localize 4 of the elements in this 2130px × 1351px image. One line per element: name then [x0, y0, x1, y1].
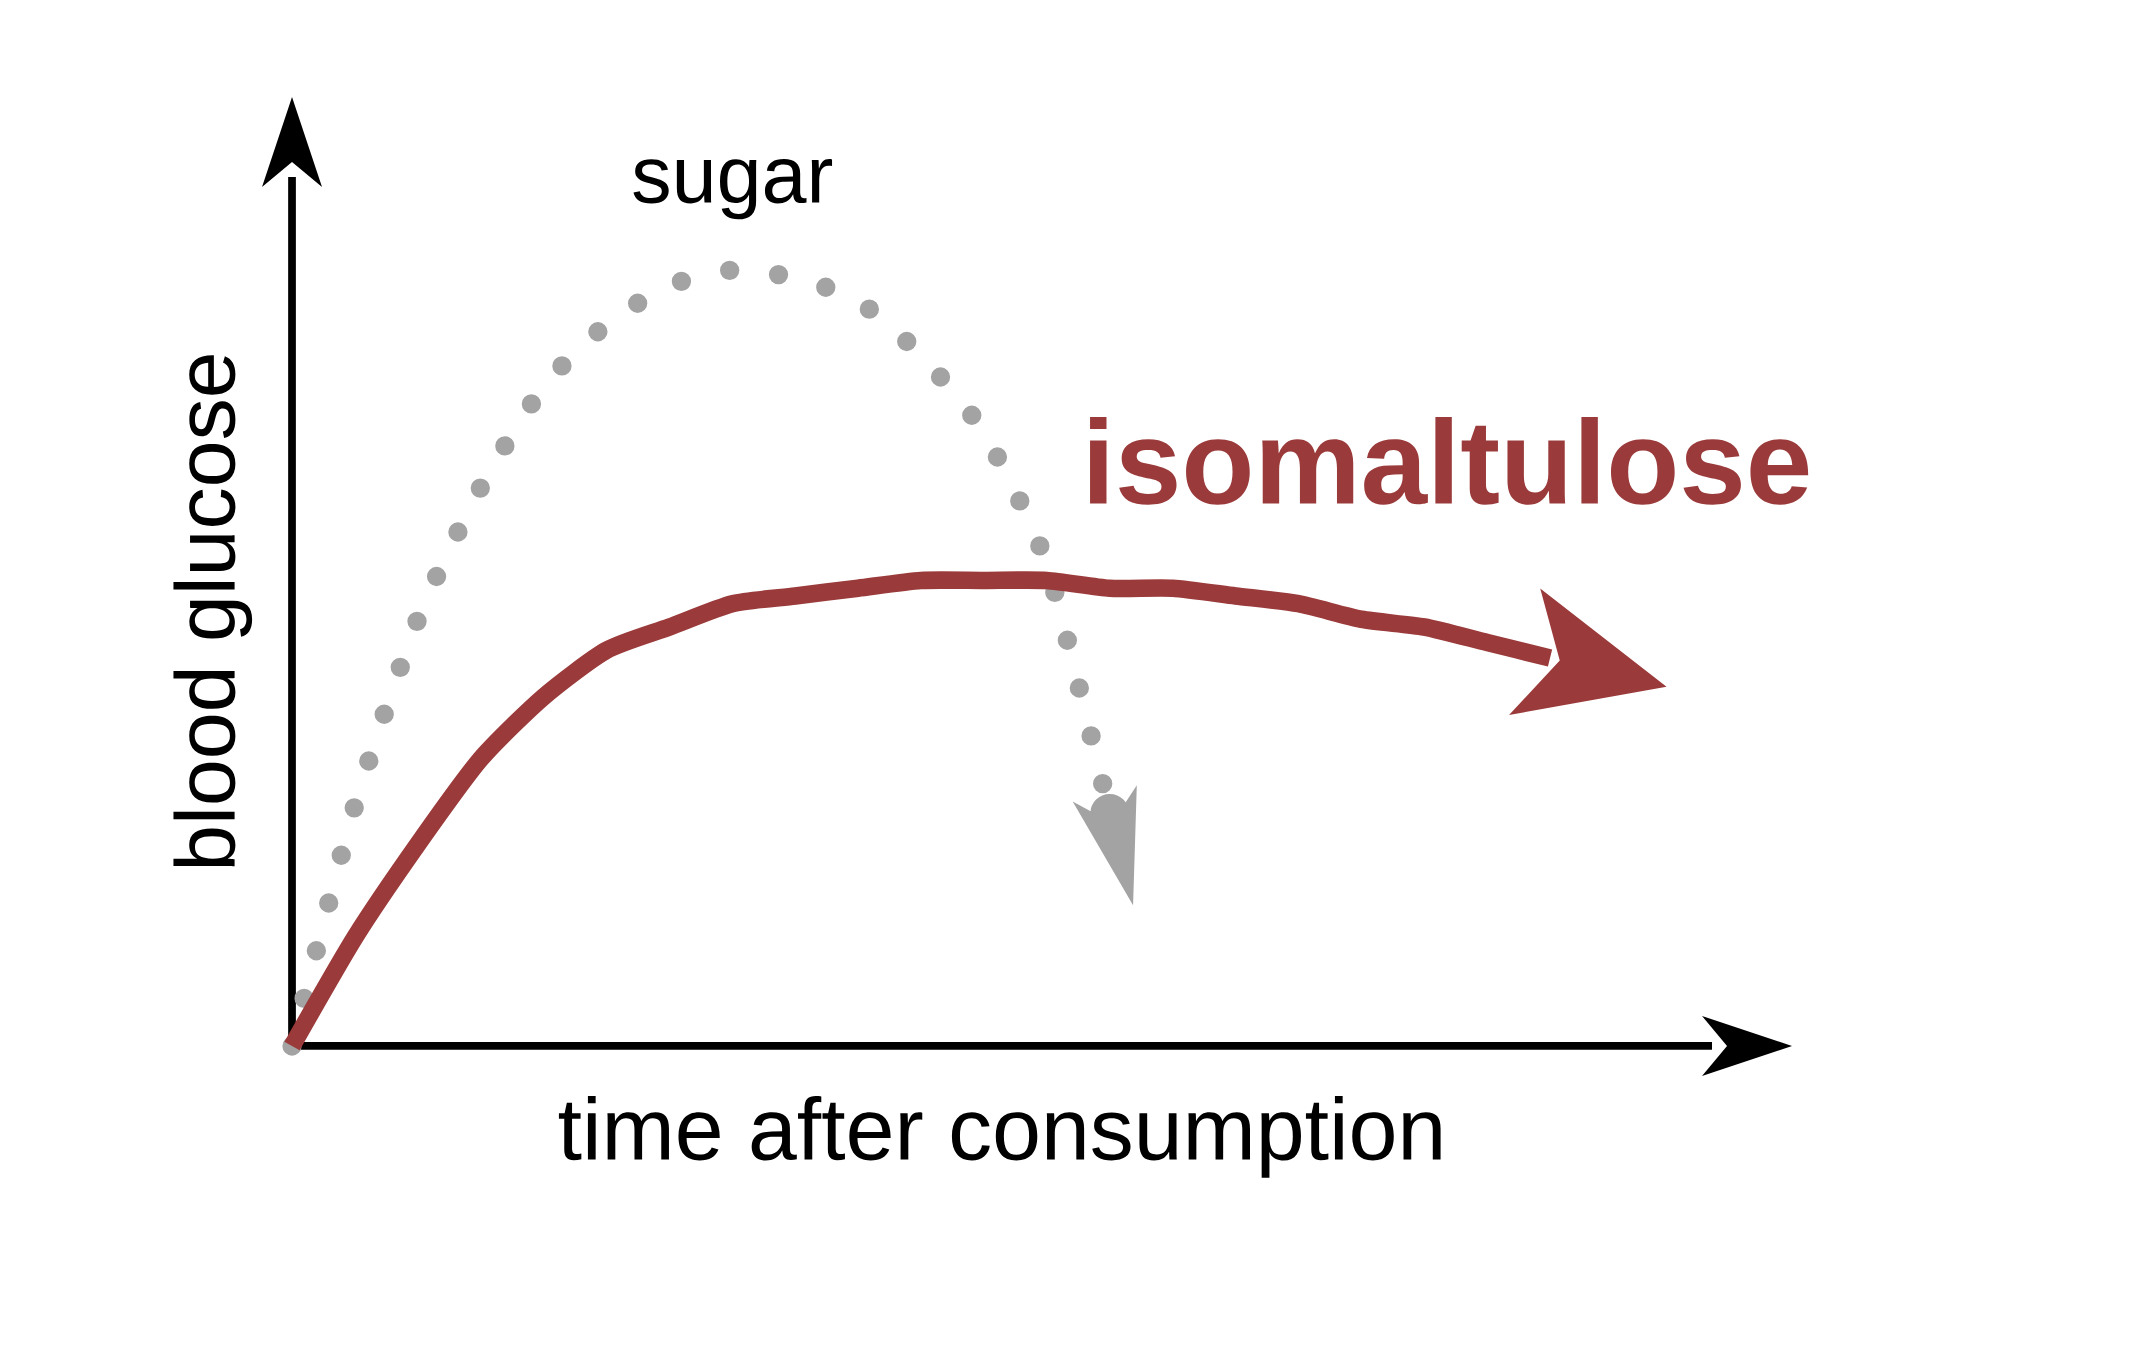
y-axis-title: blood glucose — [173, 355, 253, 867]
x-axis-title: time after consumption — [558, 1095, 1441, 1178]
series-label: sugar — [633, 159, 833, 220]
series-label: isomaltulose — [1090, 416, 1809, 505]
